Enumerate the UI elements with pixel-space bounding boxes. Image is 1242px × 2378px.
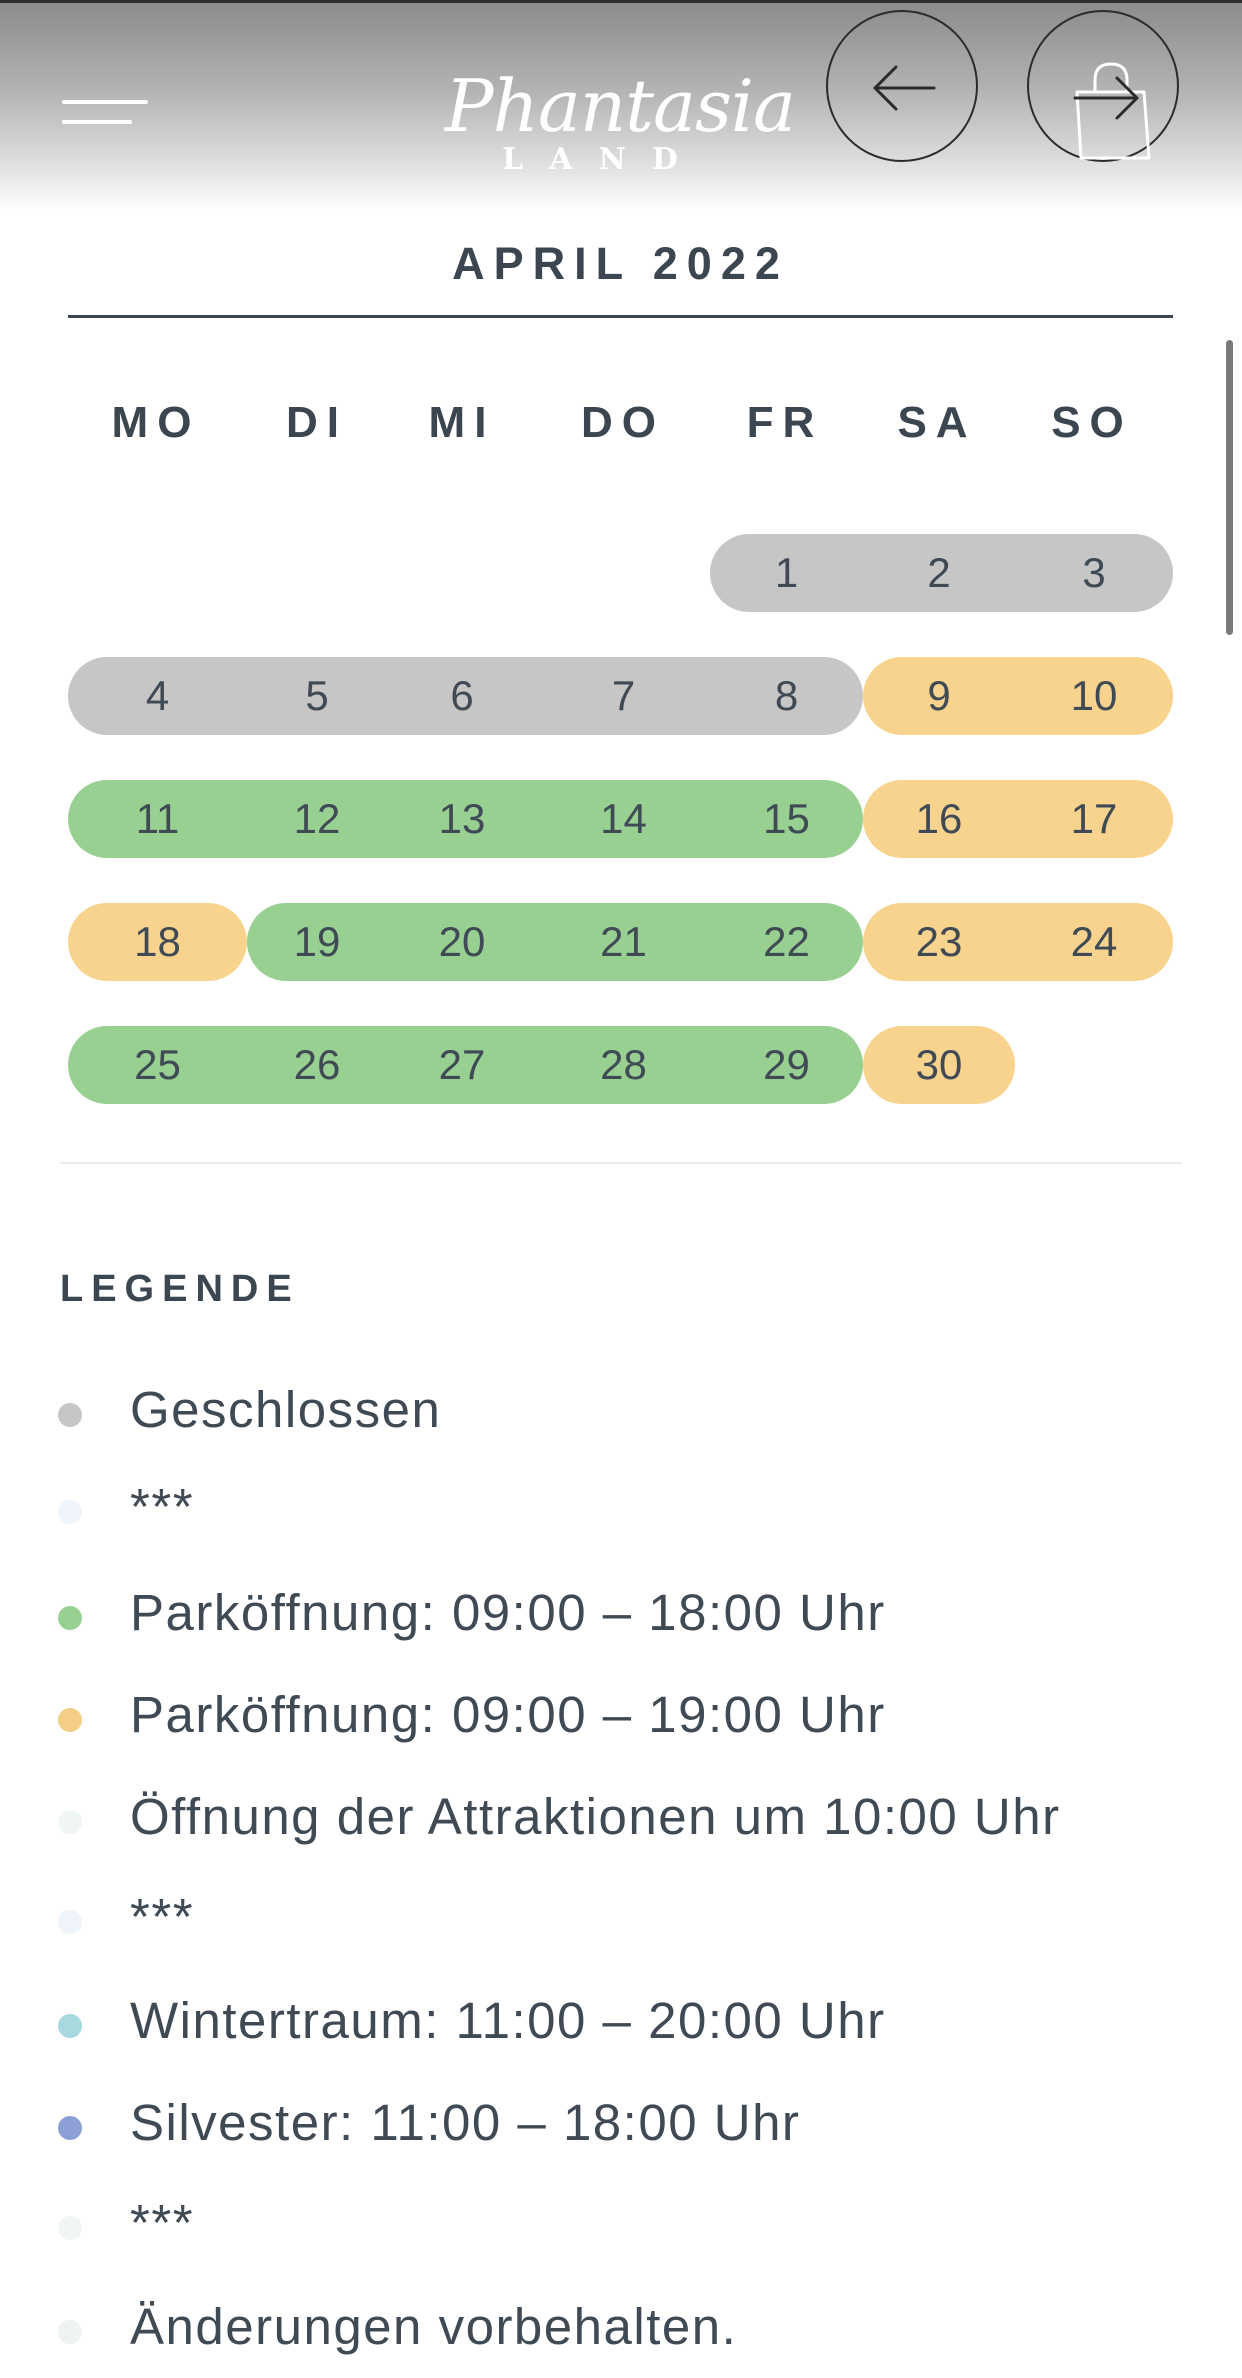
weekday-label: SO xyxy=(1051,398,1133,447)
legend-label: *** xyxy=(130,1478,195,1535)
calendar-day[interactable]: 6 xyxy=(387,657,537,735)
legend-item: Wintertraum: 11:00 – 20:00 Uhr xyxy=(58,1986,1188,2056)
calendar-day[interactable]: 16 xyxy=(863,780,1015,858)
legend-label: Parköffnung: 09:00 – 18:00 Uhr xyxy=(130,1584,886,1641)
calendar-day[interactable]: 21 xyxy=(537,903,710,981)
legend-label: Parköffnung: 09:00 – 19:00 Uhr xyxy=(130,1686,886,1743)
legend-color-dot-icon xyxy=(58,1708,82,1732)
logo-wordmark: Phantasia xyxy=(445,64,796,148)
weekday-label: DI xyxy=(286,398,348,447)
calendar-day[interactable]: 26 xyxy=(247,1026,387,1104)
calendar-day[interactable]: 12 xyxy=(247,780,387,858)
legend-item: Geschlossen xyxy=(58,1375,1188,1445)
calendar-day[interactable]: 10 xyxy=(1015,657,1173,735)
legend-title: LEGENDE xyxy=(60,1268,300,1310)
legend-label: Geschlossen xyxy=(130,1381,442,1438)
legend-label: Öffnung der Attraktionen um 10:00 Uhr xyxy=(130,1788,1061,1845)
legend-color-dot-icon xyxy=(58,2320,82,2344)
legend-color-dot-icon xyxy=(58,2014,82,2038)
legend-item: Parköffnung: 09:00 – 19:00 Uhr xyxy=(58,1680,1188,1750)
weekday-label: MI xyxy=(428,398,496,447)
calendar-day[interactable]: 24 xyxy=(1015,903,1173,981)
calendar-day[interactable]: 29 xyxy=(710,1026,863,1104)
calendar-day[interactable]: 25 xyxy=(68,1026,247,1104)
legend-label: *** xyxy=(130,1888,195,1945)
calendar-day[interactable]: 13 xyxy=(387,780,537,858)
arrow-left-icon xyxy=(873,65,936,111)
legend-item: *** xyxy=(58,2188,1188,2258)
calendar-day[interactable]: 14 xyxy=(537,780,710,858)
shopping-bag-button[interactable] xyxy=(1027,10,1179,162)
calendar-day[interactable]: 15 xyxy=(710,780,863,858)
calendar-day[interactable]: 28 xyxy=(537,1026,710,1104)
calendar-day[interactable]: 5 xyxy=(247,657,387,735)
shopping-bag-icon xyxy=(1073,62,1151,160)
legend-label: Wintertraum: 11:00 – 20:00 Uhr xyxy=(130,1992,886,2049)
legend-item: Parköffnung: 09:00 – 18:00 Uhr xyxy=(58,1578,1188,1648)
legend-color-dot-icon xyxy=(58,2116,82,2140)
calendar-day[interactable]: 4 xyxy=(68,657,247,735)
legend-item: Änderungen vorbehalten. xyxy=(58,2292,1188,2362)
calendar-day[interactable]: 11 xyxy=(68,780,247,858)
legend-item: *** xyxy=(58,1472,1188,1542)
legend-color-dot-icon xyxy=(58,1606,82,1630)
legend-color-dot-icon xyxy=(58,1403,82,1427)
month-title: APRIL 2022 xyxy=(452,238,789,289)
legend-color-dot-icon xyxy=(58,1500,82,1524)
calendar-day[interactable]: 7 xyxy=(537,657,710,735)
phantasialand-logo[interactable]: Phantasia LAND xyxy=(445,42,796,182)
legend-label: Silvester: 11:00 – 18:00 Uhr xyxy=(130,2094,801,2151)
weekday-label: MO xyxy=(111,398,201,447)
calendar-day[interactable]: 23 xyxy=(863,903,1015,981)
calendar-day[interactable]: 19 xyxy=(247,903,387,981)
calendar-day[interactable]: 27 xyxy=(387,1026,537,1104)
section-divider xyxy=(60,1162,1182,1164)
calendar-day[interactable]: 17 xyxy=(1015,780,1173,858)
calendar-day[interactable]: 22 xyxy=(710,903,863,981)
legend-color-dot-icon xyxy=(58,1910,82,1934)
calendar-day[interactable]: 9 xyxy=(863,657,1015,735)
legend-item: *** xyxy=(58,1882,1188,1952)
legend-label: Änderungen vorbehalten. xyxy=(130,2298,738,2355)
legend-item: Silvester: 11:00 – 18:00 Uhr xyxy=(58,2088,1188,2158)
top-bar: Phantasia LAND xyxy=(0,0,1242,210)
month-underline xyxy=(68,315,1173,318)
legend-color-dot-icon xyxy=(58,2216,82,2240)
weekday-label: SA xyxy=(897,398,977,447)
legend-label: *** xyxy=(130,2194,195,2251)
legend-item: Öffnung der Attraktionen um 10:00 Uhr xyxy=(58,1782,1188,1852)
scrollbar[interactable] xyxy=(1226,340,1233,635)
calendar-day[interactable]: 2 xyxy=(863,534,1015,612)
legend-color-dot-icon xyxy=(58,1810,82,1834)
back-button[interactable] xyxy=(826,10,978,162)
calendar-day[interactable]: 1 xyxy=(710,534,863,612)
calendar-day[interactable]: 30 xyxy=(863,1026,1015,1104)
weekday-label: FR xyxy=(746,398,824,447)
calendar-day[interactable]: 3 xyxy=(1015,534,1173,612)
logo-subline: LAND xyxy=(502,142,704,177)
hamburger-menu-icon[interactable] xyxy=(62,100,148,124)
weekday-label: DO xyxy=(581,398,665,447)
calendar-day[interactable]: 20 xyxy=(387,903,537,981)
calendar-day[interactable]: 18 xyxy=(68,903,247,981)
calendar-day[interactable]: 8 xyxy=(710,657,863,735)
